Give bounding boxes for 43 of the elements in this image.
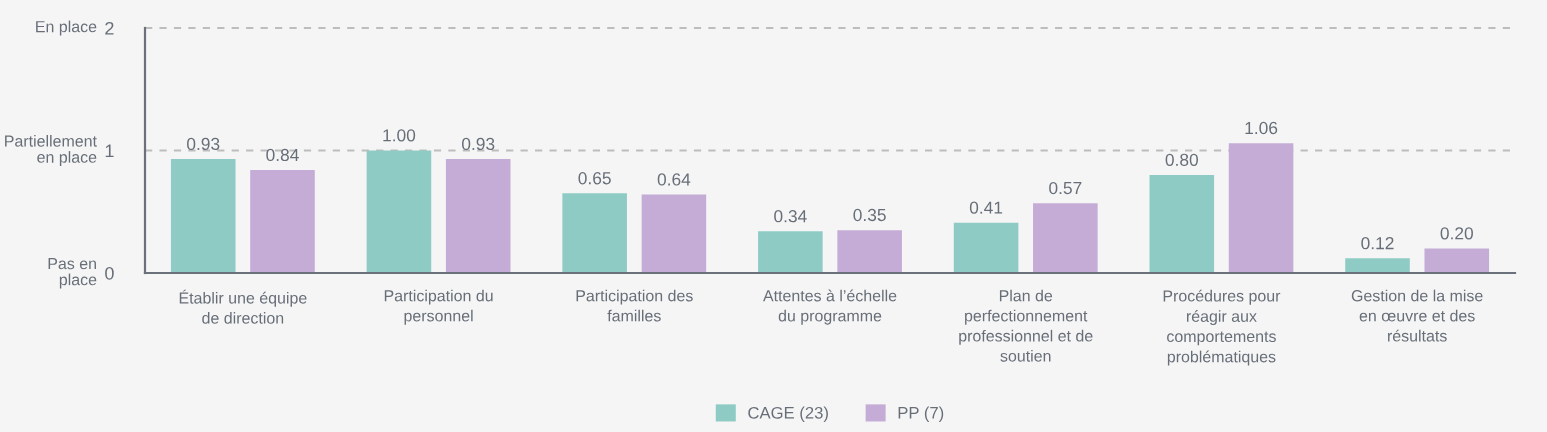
text: Pas en place: [48, 258, 97, 289]
y-tick-label: 1: [105, 144, 114, 158]
text: Partiellement en place: [5, 135, 97, 166]
data-label: 0.34: [774, 210, 807, 223]
data-label: 0.80: [1165, 153, 1199, 167]
bar: [445, 159, 511, 273]
data-label: 0.93: [187, 137, 220, 151]
data-label: 0.64: [657, 173, 691, 186]
x-tick-label: Plan de perfectionnement professionnel et de soutien: [959, 289, 1093, 362]
bar: [953, 222, 1019, 273]
bar: [170, 159, 236, 273]
data-label: 0.20: [1440, 227, 1473, 240]
bar: [366, 150, 432, 273]
data-label: 0.57: [1049, 181, 1082, 195]
data-label: 1.06: [1245, 121, 1278, 135]
data-label: 1.00: [383, 129, 416, 142]
data-label: 0.93: [461, 137, 495, 151]
x-tick-label: Procédures pour réagir aux comportements problématiques: [1163, 289, 1281, 366]
bar: [562, 193, 627, 273]
bar: [1424, 248, 1490, 273]
bar: [250, 170, 315, 273]
data-label: 0.12: [1361, 237, 1394, 250]
x-tick-label: Attentes à l’échelle du programme: [763, 289, 897, 325]
bar: [758, 231, 823, 273]
legend-label: CAGE (23): [748, 406, 828, 422]
bar: [1228, 143, 1294, 273]
data-label: 0.84: [266, 148, 299, 162]
bar: [837, 230, 902, 273]
bar: [1345, 258, 1410, 273]
data-label: 0.35: [853, 208, 886, 222]
bar: [1149, 175, 1215, 273]
data-label: 0.65: [578, 172, 611, 185]
y-tick-label: 2: [105, 21, 114, 35]
x-tick-label: Établir une équipe de direction: [179, 289, 307, 324]
x-tick-label: Participation des familles: [576, 289, 693, 322]
legend-label: PP (7): [898, 406, 944, 422]
data-label: 0.41: [969, 201, 1003, 214]
x-tick-label: Gestion de la mise en œuvre et des résultats: [1351, 289, 1483, 342]
bar: [1033, 203, 1098, 273]
text: En place: [36, 20, 97, 36]
x-tick-label: Participation du personnel: [384, 289, 493, 325]
bar: [641, 194, 707, 273]
y-tick-label: 0: [105, 266, 114, 280]
